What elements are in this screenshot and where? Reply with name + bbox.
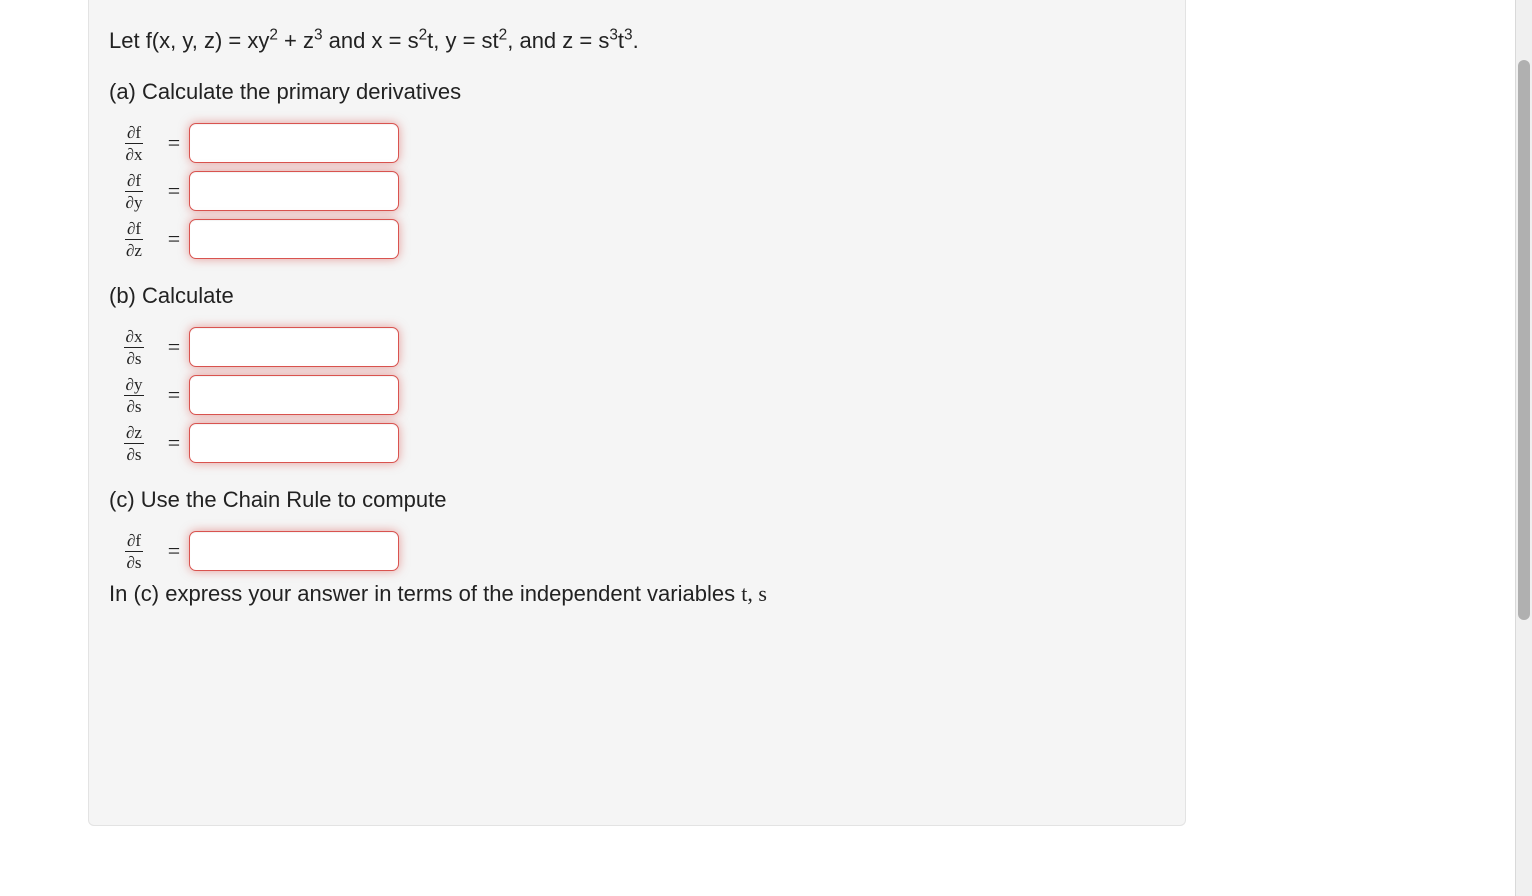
vertical-scrollbar[interactable] (1515, 0, 1532, 896)
equals-sign: = (159, 538, 189, 564)
part-c-group: ∂f ∂s = In (c) express your answer in te… (109, 531, 1165, 607)
part-c-note: In (c) express your answer in terms of t… (109, 581, 1165, 607)
dfdy-label: ∂f ∂y (109, 172, 159, 211)
problem-statement: Let f(x, y, z) = xy2 + z3 and x = s2t, y… (109, 24, 1165, 57)
part-a-group: ∂f ∂x = ∂f ∂y = (109, 123, 1165, 259)
dfdx-input[interactable] (189, 123, 399, 163)
scrollbar-thumb[interactable] (1518, 60, 1530, 620)
part-a-row-1: ∂f ∂x = (109, 123, 1165, 163)
part-b-label: (b) Calculate (109, 283, 1165, 309)
part-c-row: ∂f ∂s = (109, 531, 1165, 571)
page: Let f(x, y, z) = xy2 + z3 and x = s2t, y… (0, 0, 1532, 896)
dxds-label: ∂x ∂s (109, 328, 159, 367)
equals-sign: = (159, 430, 189, 456)
dfdz-label: ∂f ∂z (109, 220, 159, 259)
dfdx-label: ∂f ∂x (109, 124, 159, 163)
equals-sign: = (159, 334, 189, 360)
dzds-input[interactable] (189, 423, 399, 463)
part-a-row-2: ∂f ∂y = (109, 171, 1165, 211)
dfds-label: ∂f ∂s (109, 532, 159, 571)
dfdz-input[interactable] (189, 219, 399, 259)
dyds-label: ∂y ∂s (109, 376, 159, 415)
equals-sign: = (159, 382, 189, 408)
dzds-label: ∂z ∂s (109, 424, 159, 463)
part-b-row-2: ∂y ∂s = (109, 375, 1165, 415)
dxds-input[interactable] (189, 327, 399, 367)
equals-sign: = (159, 178, 189, 204)
part-b-group: ∂x ∂s = ∂y ∂s = (109, 327, 1165, 463)
equals-sign: = (159, 226, 189, 252)
equals-sign: = (159, 130, 189, 156)
part-c-label: (c) Use the Chain Rule to compute (109, 487, 1165, 513)
dyds-input[interactable] (189, 375, 399, 415)
dfds-input[interactable] (189, 531, 399, 571)
dfdy-input[interactable] (189, 171, 399, 211)
part-a-row-3: ∂f ∂z = (109, 219, 1165, 259)
part-b-row-3: ∂z ∂s = (109, 423, 1165, 463)
question-panel: Let f(x, y, z) = xy2 + z3 and x = s2t, y… (88, 0, 1186, 826)
part-a-label: (a) Calculate the primary derivatives (109, 79, 1165, 105)
part-b-row-1: ∂x ∂s = (109, 327, 1165, 367)
